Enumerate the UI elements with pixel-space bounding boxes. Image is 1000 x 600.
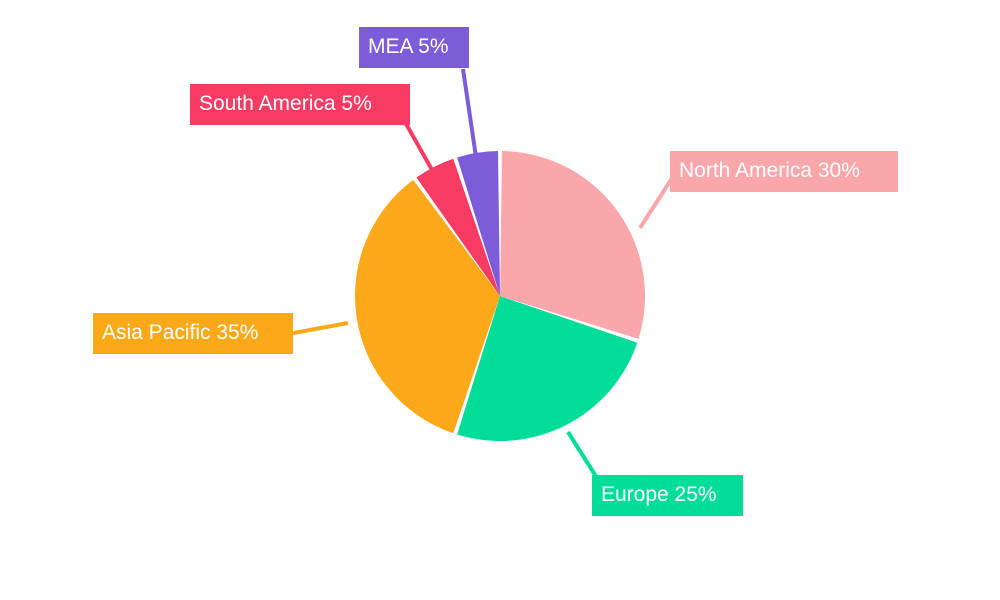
leader-line-mea bbox=[461, 68, 478, 158]
pie-label-text: MEA 5% bbox=[368, 35, 449, 58]
leader-line-europe bbox=[566, 430, 599, 480]
pie-slice-mea[interactable] bbox=[457, 151, 500, 296]
pie-slice-asia-pacific[interactable] bbox=[354, 179, 500, 434]
pie-label-north-america[interactable]: North America 30% bbox=[670, 151, 898, 192]
pie-label-text: Asia Pacific 35% bbox=[102, 321, 259, 344]
pie-slice-europe[interactable] bbox=[457, 296, 638, 442]
pie-slice-north-america[interactable] bbox=[500, 151, 646, 339]
pie-slices-group bbox=[354, 151, 646, 442]
pie-label-text: Europe 25% bbox=[601, 483, 717, 506]
pie-label-text: North America 30% bbox=[679, 159, 860, 182]
pie-label-text: South America 5% bbox=[199, 92, 372, 115]
pie-label-asia-pacific[interactable]: Asia Pacific 35% bbox=[93, 313, 293, 354]
leader-line-asia-pacific bbox=[287, 321, 349, 336]
pie-label-south-america[interactable]: South America 5% bbox=[190, 84, 410, 125]
pie-slice-south-america[interactable] bbox=[416, 158, 500, 296]
leader-line-south-america bbox=[403, 121, 438, 178]
pie-label-mea[interactable]: MEA 5% bbox=[359, 27, 469, 68]
pie-label-europe[interactable]: Europe 25% bbox=[592, 475, 743, 516]
